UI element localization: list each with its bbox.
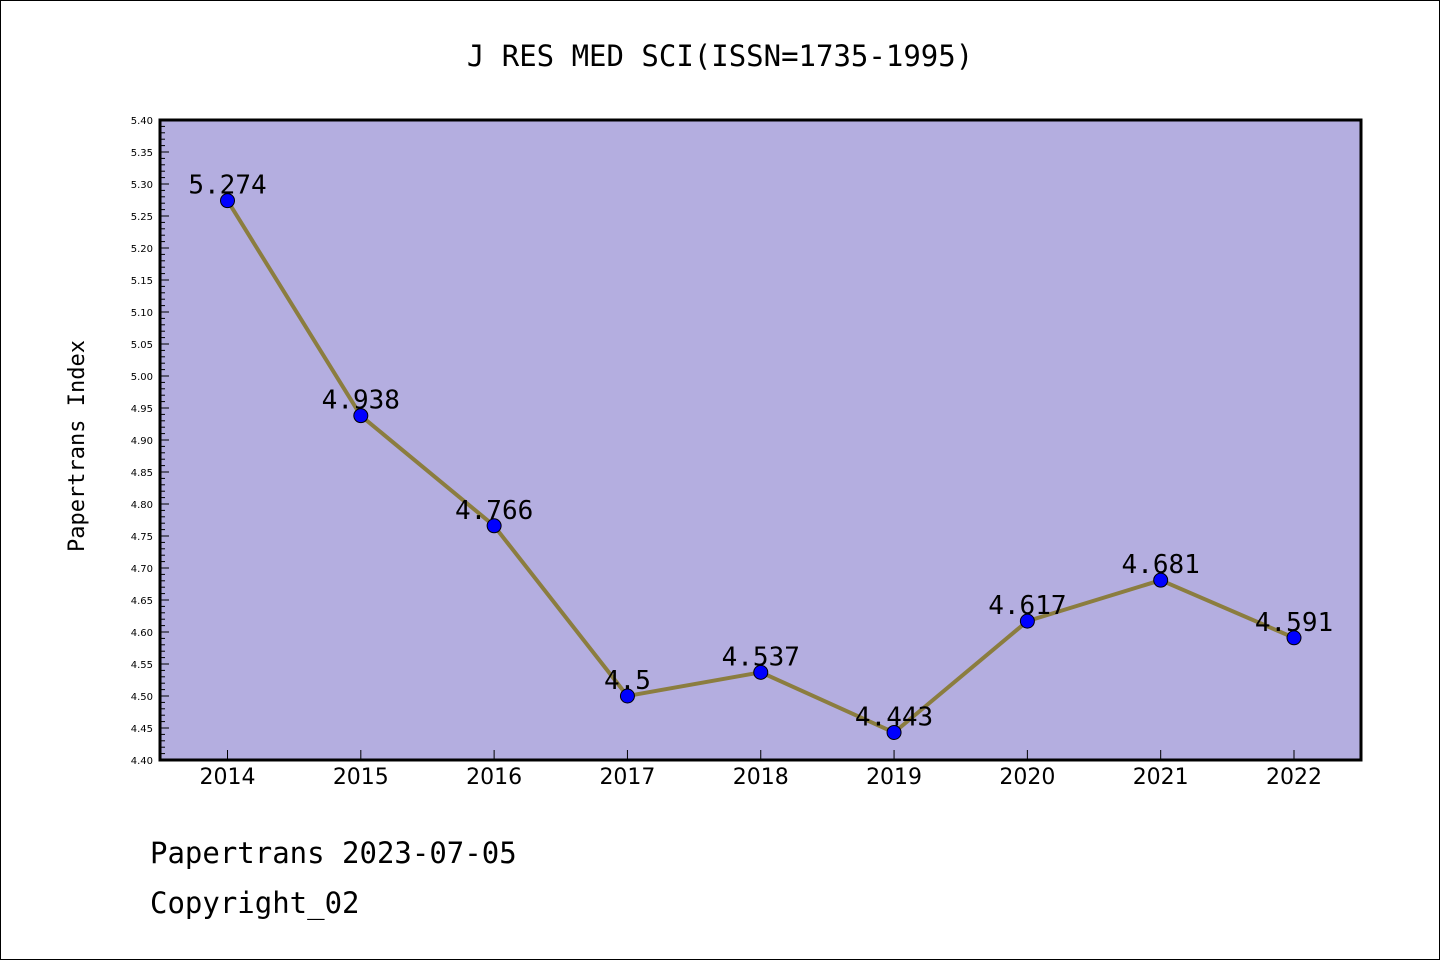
- y-tick-label: 5.05: [131, 340, 153, 351]
- data-point: [1019, 613, 1035, 629]
- data-point: [486, 518, 502, 534]
- y-tick-label: 5.30: [131, 180, 153, 191]
- x-axis-ticks: 2014 2015 2016 2017 2018 2019 2020 2021 2022: [200, 750, 1322, 790]
- y-axis-label: Papertrans Index: [65, 340, 90, 552]
- x-tick-label: 2017: [599, 765, 655, 790]
- data-label: 5.274: [188, 171, 266, 201]
- y-tick-label: 4.55: [131, 660, 153, 671]
- data-point: [1286, 630, 1302, 646]
- y-tick-label: 4.60: [131, 628, 153, 639]
- data-label: 4.938: [322, 386, 400, 416]
- x-tick-label: 2020: [999, 765, 1055, 790]
- y-tick-label: 4.75: [131, 532, 153, 543]
- x-tick-label: 2016: [466, 765, 522, 790]
- data-label: 4.5: [604, 666, 651, 696]
- data-point: [753, 664, 769, 680]
- y-tick-label: 5.20: [131, 244, 153, 255]
- data-point: [353, 408, 369, 424]
- y-tick-label: 4.50: [131, 692, 153, 703]
- data-label: 4.617: [988, 591, 1066, 621]
- plot-border: [158, 118, 1363, 762]
- x-tick-label: 2022: [1266, 765, 1322, 790]
- data-label: 4.766: [455, 496, 533, 526]
- y-tick-label: 4.65: [131, 596, 153, 607]
- x-tick-label: 2021: [1133, 765, 1189, 790]
- data-point: [886, 724, 902, 740]
- data-point: [220, 193, 235, 209]
- y-tick-label: 5.40: [131, 116, 153, 127]
- y-tick-label: 4.90: [131, 436, 153, 447]
- data-label: 4.591: [1255, 608, 1333, 638]
- footer-date: Papertrans 2023-07-05: [150, 836, 517, 870]
- y-tick-label: 4.40: [131, 756, 153, 767]
- y-tick-label: 4.70: [131, 564, 153, 575]
- data-label: 4.537: [722, 642, 800, 672]
- y-tick-label: 4.45: [131, 724, 153, 735]
- series-markers: [220, 193, 1302, 740]
- y-tick-label: 5.35: [131, 148, 153, 159]
- y-tick-label: 5.00: [131, 372, 153, 383]
- data-point: [619, 688, 635, 704]
- y-tick-label: 4.80: [131, 500, 153, 511]
- data-labels: 5.274 4.938 4.766 4.5 4.537 4.443 4.617 4.681 4.…: [188, 171, 1333, 733]
- data-label: 4.681: [1122, 550, 1200, 580]
- y-tick-label: 5.25: [131, 212, 153, 223]
- plot-area: [160, 120, 1361, 760]
- y-tick-label: 4.85: [131, 468, 153, 479]
- footer-copyright: Copyright_02: [150, 886, 360, 920]
- y-tick-label: 5.10: [131, 308, 153, 319]
- chart-title: J RES MED SCI(ISSN=1735-1995): [467, 39, 973, 73]
- x-tick-label: 2019: [866, 765, 922, 790]
- y-tick-label: 4.95: [131, 404, 153, 415]
- data-label: 4.443: [855, 702, 933, 732]
- x-tick-label: 2015: [333, 765, 389, 790]
- x-tick-label: 2018: [733, 765, 789, 790]
- data-point: [1153, 572, 1169, 588]
- y-tick-label: 5.15: [131, 276, 153, 287]
- y-axis-ticks: 4.40 4.45 4.50 4.55 4.60 4.65 4.70 4.75 4.80 4.85…: [131, 116, 169, 767]
- x-tick-label: 2014: [200, 765, 256, 790]
